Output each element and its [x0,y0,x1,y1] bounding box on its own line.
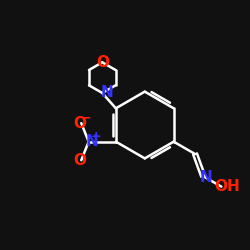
Text: N: N [100,85,113,100]
Text: O: O [74,153,86,168]
Text: OH: OH [214,179,240,194]
Text: −: − [81,111,92,124]
Text: N: N [199,170,212,185]
Text: O: O [96,55,109,70]
Text: +: + [91,130,102,143]
Text: N: N [85,134,98,149]
Text: O: O [74,116,86,131]
